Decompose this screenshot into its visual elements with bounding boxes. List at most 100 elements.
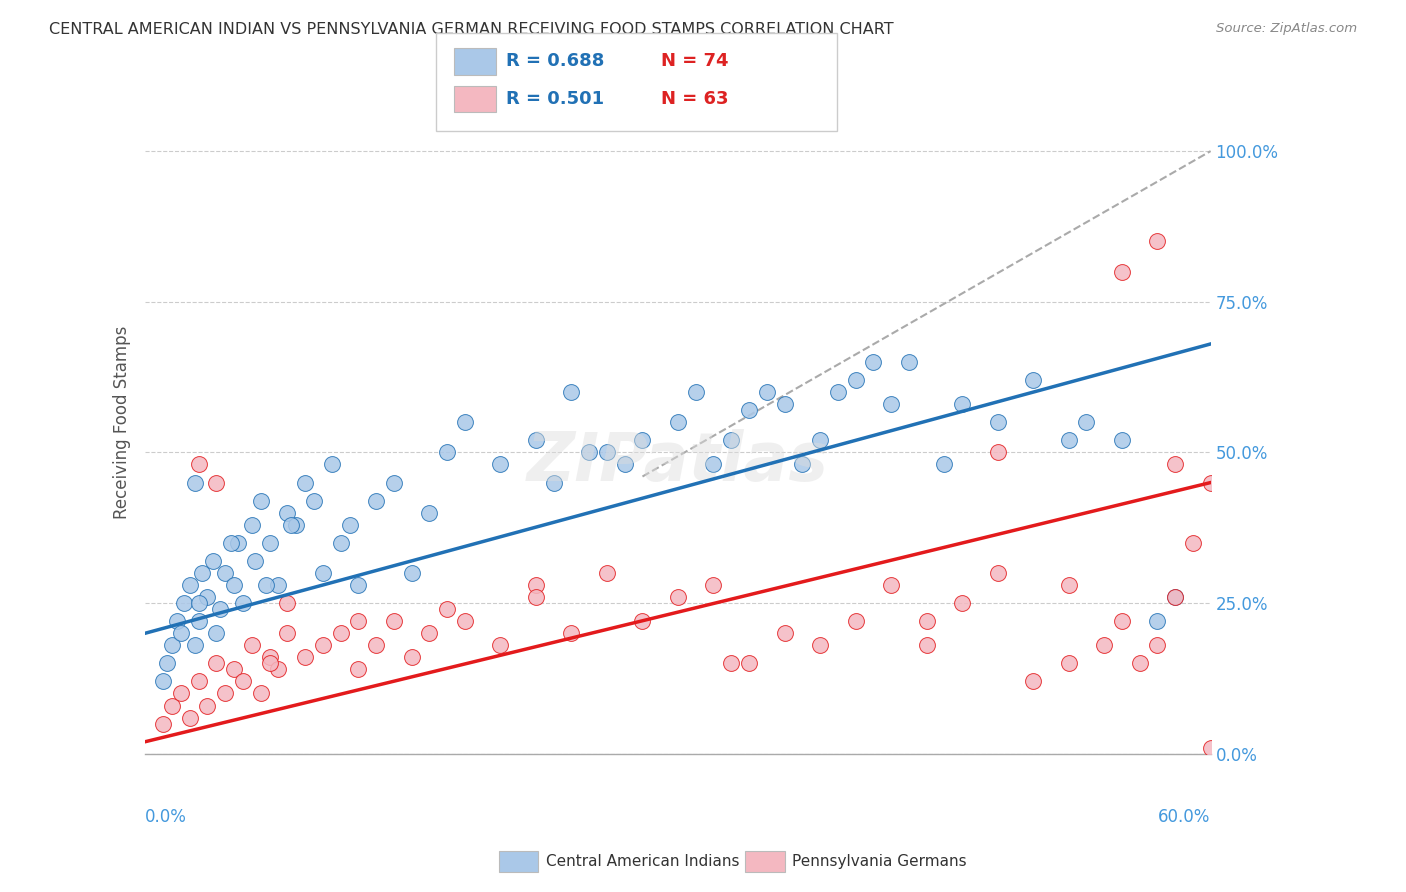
Point xyxy=(950,397,973,411)
Point xyxy=(1129,657,1152,671)
Point xyxy=(720,434,742,448)
Point xyxy=(259,650,281,665)
Point xyxy=(1022,373,1045,387)
Text: Source: ZipAtlas.com: Source: ZipAtlas.com xyxy=(1216,22,1357,36)
Point xyxy=(1164,590,1187,604)
Text: CENTRAL AMERICAN INDIAN VS PENNSYLVANIA GERMAN RECEIVING FOOD STAMPS CORRELATION: CENTRAL AMERICAN INDIAN VS PENNSYLVANIA … xyxy=(49,22,894,37)
Point xyxy=(1111,434,1133,448)
Point xyxy=(1146,614,1168,628)
Point xyxy=(631,614,654,628)
Point xyxy=(222,578,245,592)
Text: N = 63: N = 63 xyxy=(661,90,728,108)
Text: Pennsylvania Germans: Pennsylvania Germans xyxy=(792,855,966,869)
Point xyxy=(613,458,636,472)
Point xyxy=(1076,415,1098,429)
Point xyxy=(418,626,440,640)
Point xyxy=(702,578,724,592)
Point xyxy=(232,674,254,689)
Text: 0.0%: 0.0% xyxy=(145,808,187,826)
Point xyxy=(524,578,547,592)
Y-axis label: Receiving Food Stamps: Receiving Food Stamps xyxy=(114,326,131,519)
Point xyxy=(436,602,458,616)
Point xyxy=(276,626,298,640)
Point xyxy=(152,716,174,731)
Point xyxy=(808,638,831,652)
Point xyxy=(197,698,219,713)
Point xyxy=(1146,638,1168,652)
Point xyxy=(179,578,201,592)
Point xyxy=(160,698,183,713)
Point xyxy=(401,566,423,580)
Point xyxy=(170,686,193,700)
Point xyxy=(987,445,1010,459)
Point xyxy=(208,602,231,616)
Point xyxy=(232,596,254,610)
Point xyxy=(267,662,290,676)
Point xyxy=(294,475,316,490)
Point xyxy=(259,536,281,550)
Point xyxy=(382,475,405,490)
Point xyxy=(245,554,267,568)
Point xyxy=(285,517,308,532)
Point xyxy=(179,710,201,724)
Point xyxy=(1181,536,1204,550)
Point xyxy=(160,638,183,652)
Point xyxy=(321,458,343,472)
Point xyxy=(259,657,281,671)
Point xyxy=(214,686,236,700)
Point xyxy=(1164,458,1187,472)
Point xyxy=(596,566,619,580)
Point xyxy=(276,596,298,610)
Point xyxy=(347,578,370,592)
Text: R = 0.688: R = 0.688 xyxy=(506,52,605,70)
Point xyxy=(170,626,193,640)
Point xyxy=(191,566,214,580)
Point xyxy=(205,626,228,640)
Point xyxy=(489,638,512,652)
Point xyxy=(1057,434,1080,448)
Text: R = 0.501: R = 0.501 xyxy=(506,90,605,108)
Point xyxy=(560,385,582,400)
Point xyxy=(152,674,174,689)
Point xyxy=(401,650,423,665)
Point xyxy=(312,566,335,580)
Point xyxy=(294,650,316,665)
Text: Central American Indians: Central American Indians xyxy=(546,855,740,869)
Point xyxy=(880,578,903,592)
Point xyxy=(280,517,302,532)
Point xyxy=(755,385,778,400)
Point xyxy=(214,566,236,580)
Point xyxy=(631,434,654,448)
Point xyxy=(187,596,209,610)
Point xyxy=(366,638,388,652)
Point xyxy=(347,662,370,676)
Point xyxy=(987,415,1010,429)
Point xyxy=(347,614,370,628)
Point xyxy=(808,434,831,448)
Point xyxy=(329,626,352,640)
Point xyxy=(897,355,920,369)
Point xyxy=(950,596,973,610)
Point xyxy=(934,458,956,472)
Point xyxy=(156,657,179,671)
Point xyxy=(1092,638,1115,652)
Point xyxy=(560,626,582,640)
Point xyxy=(1199,475,1222,490)
Point xyxy=(685,385,707,400)
Point xyxy=(1057,657,1080,671)
Point xyxy=(184,638,207,652)
Point xyxy=(524,590,547,604)
Text: ZIPatlas: ZIPatlas xyxy=(527,429,830,495)
Point xyxy=(197,590,219,604)
Point xyxy=(827,385,849,400)
Point xyxy=(205,657,228,671)
Point xyxy=(254,578,277,592)
Point xyxy=(219,536,242,550)
Point xyxy=(720,657,742,671)
Point xyxy=(702,458,724,472)
Point xyxy=(166,614,188,628)
Point xyxy=(792,458,814,472)
Point xyxy=(184,475,207,490)
Point xyxy=(249,686,271,700)
Point xyxy=(862,355,884,369)
